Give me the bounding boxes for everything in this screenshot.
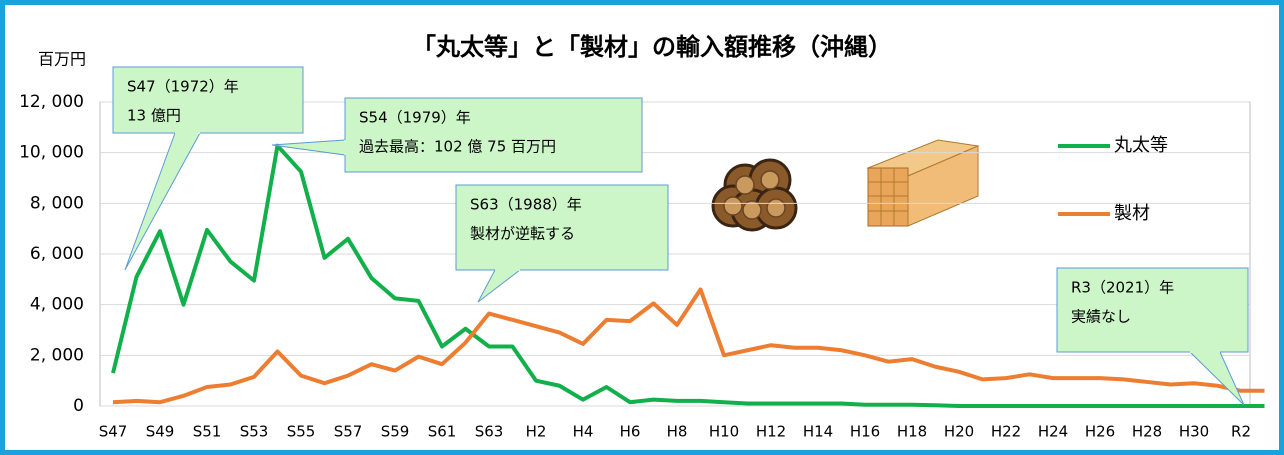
x-tick-label: S61 <box>428 423 457 441</box>
x-tick-label: H24 <box>1038 423 1068 441</box>
x-tick-label: H10 <box>709 423 739 441</box>
x-tick-label: S47 <box>99 423 128 441</box>
y-axis-label: 百万円 <box>38 50 86 69</box>
y-tick-label: 12, 000 <box>19 92 84 112</box>
legend-label: 製材 <box>1114 203 1150 224</box>
y-tick-label: 4, 000 <box>30 295 84 315</box>
x-tick-label: H14 <box>803 423 833 441</box>
x-tick-label: H12 <box>756 423 786 441</box>
callout-text: S63（1988）年 <box>470 196 582 214</box>
chart-title: 「丸太等」と「製材」の輸入額推移（沖縄） <box>412 33 892 61</box>
callout-text: 製材が逆転する <box>470 225 575 243</box>
y-tick-label: 6, 000 <box>30 244 84 264</box>
callout-text: S47（1972）年 <box>127 78 239 96</box>
x-tick-label: H30 <box>1179 423 1209 441</box>
x-tick-label: S63 <box>475 423 504 441</box>
callout-text: 実績なし <box>1071 308 1131 326</box>
x-tick-label: H26 <box>1085 423 1115 441</box>
x-tick-label: S49 <box>146 423 175 441</box>
page: 「丸太等」と「製材」の輸入額推移（沖縄） 百万円 0 2, 000 4, 000 6,… <box>0 0 1284 455</box>
x-tick-label: S59 <box>381 423 410 441</box>
x-tick-label: S53 <box>240 423 269 441</box>
x-tick-label: S55 <box>287 423 316 441</box>
callout-text: R3（2021）年 <box>1071 279 1174 297</box>
callout-text: 過去最高：102 億 75 百万円 <box>359 138 556 156</box>
x-tick-label: S51 <box>193 423 222 441</box>
x-tick-label: R2 <box>1231 423 1251 441</box>
x-tick-label: H22 <box>991 423 1021 441</box>
x-tick-label: S57 <box>334 423 363 441</box>
x-tick-label: H4 <box>573 423 594 441</box>
x-tick-label: H18 <box>897 423 927 441</box>
x-tick-label: H8 <box>667 423 688 441</box>
y-tick-label: 8, 000 <box>30 193 84 213</box>
x-tick-label: H28 <box>1132 423 1162 441</box>
x-tick-label: H2 <box>526 423 547 441</box>
y-tick-label: 10, 000 <box>19 143 84 163</box>
callout-text: S54（1979）年 <box>359 109 471 127</box>
callout-text: 13 億円 <box>127 107 181 125</box>
x-tick-label: H6 <box>620 423 641 441</box>
y-tick-label: 2, 000 <box>30 345 84 365</box>
y-tick-label: 0 <box>73 396 84 416</box>
x-tick-label: H16 <box>850 423 880 441</box>
legend-label: 丸太等 <box>1114 135 1168 156</box>
chart: 「丸太等」と「製材」の輸入額推移（沖縄） 百万円 0 2, 000 4, 000 6,… <box>0 0 1284 455</box>
x-tick-label: H20 <box>944 423 974 441</box>
